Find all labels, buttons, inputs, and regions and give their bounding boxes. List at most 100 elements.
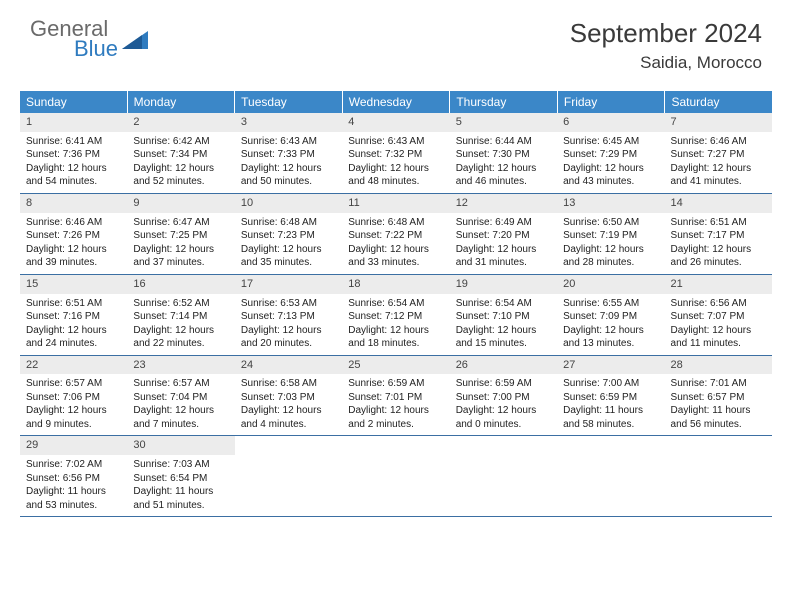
- sunrise-text: Sunrise: 6:48 AM: [241, 216, 336, 230]
- sunset-text: Sunset: 7:13 PM: [241, 310, 336, 324]
- daylight-text: Daylight: 12 hours and 39 minutes.: [26, 243, 121, 270]
- sunset-text: Sunset: 7:01 PM: [348, 391, 443, 405]
- day-body: Sunrise: 6:44 AMSunset: 7:30 PMDaylight:…: [450, 132, 557, 193]
- sunset-text: Sunset: 7:22 PM: [348, 229, 443, 243]
- day-body: Sunrise: 6:51 AMSunset: 7:16 PMDaylight:…: [20, 294, 127, 355]
- day-cell: 14Sunrise: 6:51 AMSunset: 7:17 PMDayligh…: [665, 194, 772, 274]
- day-number: 29: [20, 436, 127, 455]
- sunrise-text: Sunrise: 6:58 AM: [241, 377, 336, 391]
- day-body: Sunrise: 6:52 AMSunset: 7:14 PMDaylight:…: [127, 294, 234, 355]
- day-number: 23: [127, 356, 234, 375]
- sunrise-text: Sunrise: 6:51 AM: [26, 297, 121, 311]
- sunrise-text: Sunrise: 6:51 AM: [671, 216, 766, 230]
- day-cell: 23Sunrise: 6:57 AMSunset: 7:04 PMDayligh…: [127, 356, 234, 436]
- day-cell: 27Sunrise: 7:00 AMSunset: 6:59 PMDayligh…: [557, 356, 664, 436]
- sunset-text: Sunset: 7:27 PM: [671, 148, 766, 162]
- day-body: Sunrise: 7:01 AMSunset: 6:57 PMDaylight:…: [665, 374, 772, 435]
- day-number: 30: [127, 436, 234, 455]
- daylight-text: Daylight: 12 hours and 52 minutes.: [133, 162, 228, 189]
- sunset-text: Sunset: 7:36 PM: [26, 148, 121, 162]
- day-number: 17: [235, 275, 342, 294]
- day-number: 9: [127, 194, 234, 213]
- day-cell: 28Sunrise: 7:01 AMSunset: 6:57 PMDayligh…: [665, 356, 772, 436]
- daylight-text: Daylight: 12 hours and 35 minutes.: [241, 243, 336, 270]
- weekday-header: Wednesday: [343, 91, 451, 113]
- sunrise-text: Sunrise: 6:46 AM: [26, 216, 121, 230]
- daylight-text: Daylight: 11 hours and 58 minutes.: [563, 404, 658, 431]
- day-number: 1: [20, 113, 127, 132]
- daylight-text: Daylight: 12 hours and 26 minutes.: [671, 243, 766, 270]
- day-cell-empty: [450, 436, 557, 516]
- day-body: Sunrise: 6:48 AMSunset: 7:22 PMDaylight:…: [342, 213, 449, 274]
- day-body: Sunrise: 7:00 AMSunset: 6:59 PMDaylight:…: [557, 374, 664, 435]
- day-number: 2: [127, 113, 234, 132]
- day-cell: 7 Sunrise: 6:46 AMSunset: 7:27 PMDaylight…: [665, 113, 772, 193]
- sunset-text: Sunset: 7:09 PM: [563, 310, 658, 324]
- daylight-text: Daylight: 12 hours and 48 minutes.: [348, 162, 443, 189]
- day-cell: 24Sunrise: 6:58 AMSunset: 7:03 PMDayligh…: [235, 356, 342, 436]
- sunset-text: Sunset: 7:34 PM: [133, 148, 228, 162]
- sunrise-text: Sunrise: 6:59 AM: [456, 377, 551, 391]
- day-number: 28: [665, 356, 772, 375]
- sunrise-text: Sunrise: 6:49 AM: [456, 216, 551, 230]
- day-body: Sunrise: 6:53 AMSunset: 7:13 PMDaylight:…: [235, 294, 342, 355]
- sunrise-text: Sunrise: 6:44 AM: [456, 135, 551, 149]
- day-cell: 8Sunrise: 6:46 AMSunset: 7:26 PMDaylight…: [20, 194, 127, 274]
- day-cell-empty: [557, 436, 664, 516]
- day-cell: 1Sunrise: 6:41 AMSunset: 7:36 PMDaylight…: [20, 113, 127, 193]
- day-number: 18: [342, 275, 449, 294]
- calendar: SundayMondayTuesdayWednesdayThursdayFrid…: [20, 91, 772, 517]
- daylight-text: Daylight: 12 hours and 28 minutes.: [563, 243, 658, 270]
- daylight-text: Daylight: 12 hours and 50 minutes.: [241, 162, 336, 189]
- day-cell: 6Sunrise: 6:45 AMSunset: 7:29 PMDaylight…: [557, 113, 664, 193]
- day-body: Sunrise: 6:46 AMSunset: 7:26 PMDaylight:…: [20, 213, 127, 274]
- day-number: 22: [20, 356, 127, 375]
- daylight-text: Daylight: 12 hours and 41 minutes.: [671, 162, 766, 189]
- day-body: Sunrise: 6:43 AMSunset: 7:33 PMDaylight:…: [235, 132, 342, 193]
- day-body: Sunrise: 6:50 AMSunset: 7:19 PMDaylight:…: [557, 213, 664, 274]
- calendar-body: 1Sunrise: 6:41 AMSunset: 7:36 PMDaylight…: [20, 113, 772, 517]
- sunset-text: Sunset: 7:12 PM: [348, 310, 443, 324]
- daylight-text: Daylight: 12 hours and 37 minutes.: [133, 243, 228, 270]
- day-cell: 25Sunrise: 6:59 AMSunset: 7:01 PMDayligh…: [342, 356, 449, 436]
- header: General Blue September 2024 Saidia, Moro…: [0, 0, 792, 81]
- sunset-text: Sunset: 7:10 PM: [456, 310, 551, 324]
- weekday-header: Saturday: [665, 91, 772, 113]
- weekday-header: Sunday: [20, 91, 128, 113]
- day-cell: 18Sunrise: 6:54 AMSunset: 7:12 PMDayligh…: [342, 275, 449, 355]
- daylight-text: Daylight: 12 hours and 15 minutes.: [456, 324, 551, 351]
- week-row: 15Sunrise: 6:51 AMSunset: 7:16 PMDayligh…: [20, 275, 772, 356]
- month-title: September 2024: [570, 18, 762, 49]
- day-cell-empty: [235, 436, 342, 516]
- daylight-text: Daylight: 12 hours and 24 minutes.: [26, 324, 121, 351]
- day-body: Sunrise: 6:47 AMSunset: 7:25 PMDaylight:…: [127, 213, 234, 274]
- sunrise-text: Sunrise: 7:00 AM: [563, 377, 658, 391]
- sunrise-text: Sunrise: 6:46 AM: [671, 135, 766, 149]
- daylight-text: Daylight: 12 hours and 2 minutes.: [348, 404, 443, 431]
- sunset-text: Sunset: 7:07 PM: [671, 310, 766, 324]
- daylight-text: Daylight: 12 hours and 18 minutes.: [348, 324, 443, 351]
- sunrise-text: Sunrise: 6:42 AM: [133, 135, 228, 149]
- daylight-text: Daylight: 12 hours and 33 minutes.: [348, 243, 443, 270]
- day-number: 7: [665, 113, 772, 132]
- day-body: Sunrise: 6:58 AMSunset: 7:03 PMDaylight:…: [235, 374, 342, 435]
- day-body: Sunrise: 6:55 AMSunset: 7:09 PMDaylight:…: [557, 294, 664, 355]
- sunset-text: Sunset: 7:25 PM: [133, 229, 228, 243]
- daylight-text: Daylight: 12 hours and 0 minutes.: [456, 404, 551, 431]
- sunrise-text: Sunrise: 6:45 AM: [563, 135, 658, 149]
- day-body: Sunrise: 6:45 AMSunset: 7:29 PMDaylight:…: [557, 132, 664, 193]
- daylight-text: Daylight: 12 hours and 22 minutes.: [133, 324, 228, 351]
- sunrise-text: Sunrise: 6:54 AM: [456, 297, 551, 311]
- day-cell-empty: [342, 436, 449, 516]
- sunrise-text: Sunrise: 7:01 AM: [671, 377, 766, 391]
- day-body: Sunrise: 6:57 AMSunset: 7:06 PMDaylight:…: [20, 374, 127, 435]
- logo-triangle-icon: [122, 31, 148, 49]
- sunset-text: Sunset: 6:56 PM: [26, 472, 121, 486]
- sunset-text: Sunset: 7:32 PM: [348, 148, 443, 162]
- daylight-text: Daylight: 12 hours and 54 minutes.: [26, 162, 121, 189]
- day-cell: 22Sunrise: 6:57 AMSunset: 7:06 PMDayligh…: [20, 356, 127, 436]
- day-number: 25: [342, 356, 449, 375]
- day-cell: 3Sunrise: 6:43 AMSunset: 7:33 PMDaylight…: [235, 113, 342, 193]
- day-number: 27: [557, 356, 664, 375]
- day-cell: 19Sunrise: 6:54 AMSunset: 7:10 PMDayligh…: [450, 275, 557, 355]
